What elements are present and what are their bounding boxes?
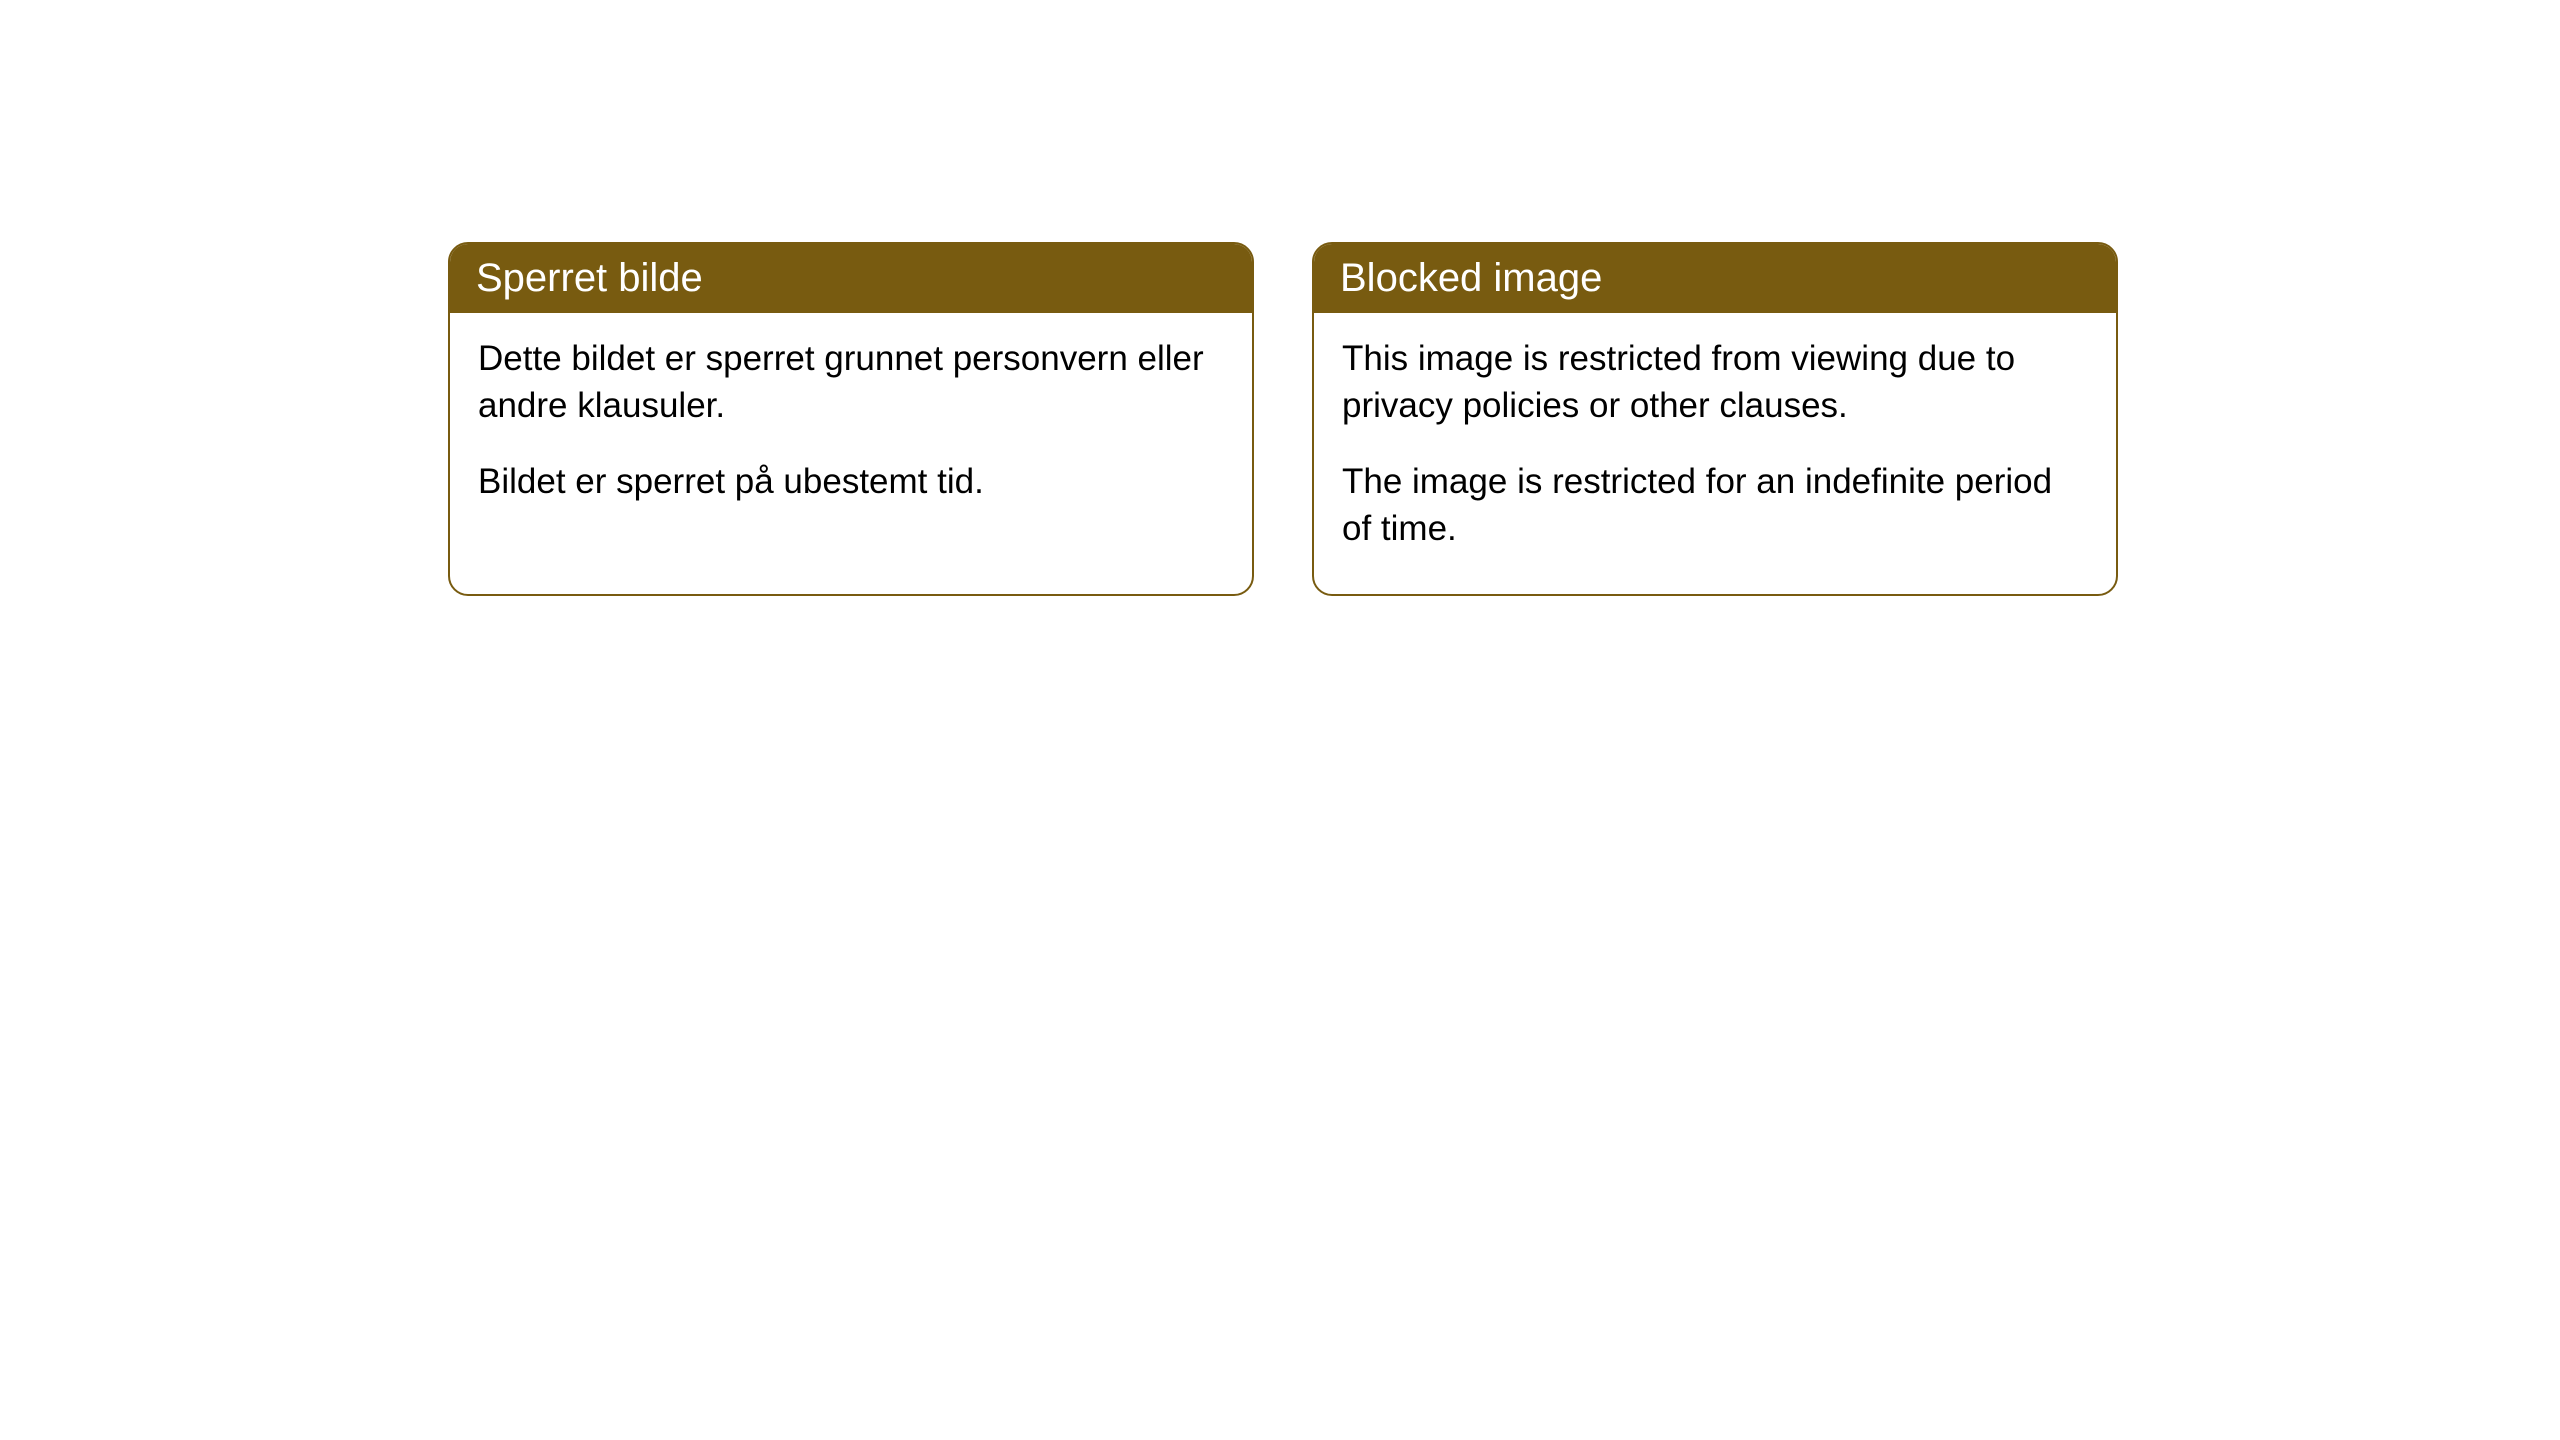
card-body: This image is restricted from viewing du… bbox=[1314, 313, 2116, 594]
notice-cards-container: Sperret bilde Dette bildet er sperret gr… bbox=[448, 242, 2560, 596]
card-title: Sperret bilde bbox=[476, 256, 703, 300]
card-paragraph: Dette bildet er sperret grunnet personve… bbox=[478, 335, 1224, 430]
notice-card-english: Blocked image This image is restricted f… bbox=[1312, 242, 2118, 596]
card-paragraph: The image is restricted for an indefinit… bbox=[1342, 458, 2088, 553]
card-paragraph: Bildet er sperret på ubestemt tid. bbox=[478, 458, 1224, 505]
card-paragraph: This image is restricted from viewing du… bbox=[1342, 335, 2088, 430]
card-title: Blocked image bbox=[1340, 256, 1602, 300]
card-header: Sperret bilde bbox=[450, 244, 1252, 313]
card-header: Blocked image bbox=[1314, 244, 2116, 313]
card-body: Dette bildet er sperret grunnet personve… bbox=[450, 313, 1252, 547]
notice-card-norwegian: Sperret bilde Dette bildet er sperret gr… bbox=[448, 242, 1254, 596]
